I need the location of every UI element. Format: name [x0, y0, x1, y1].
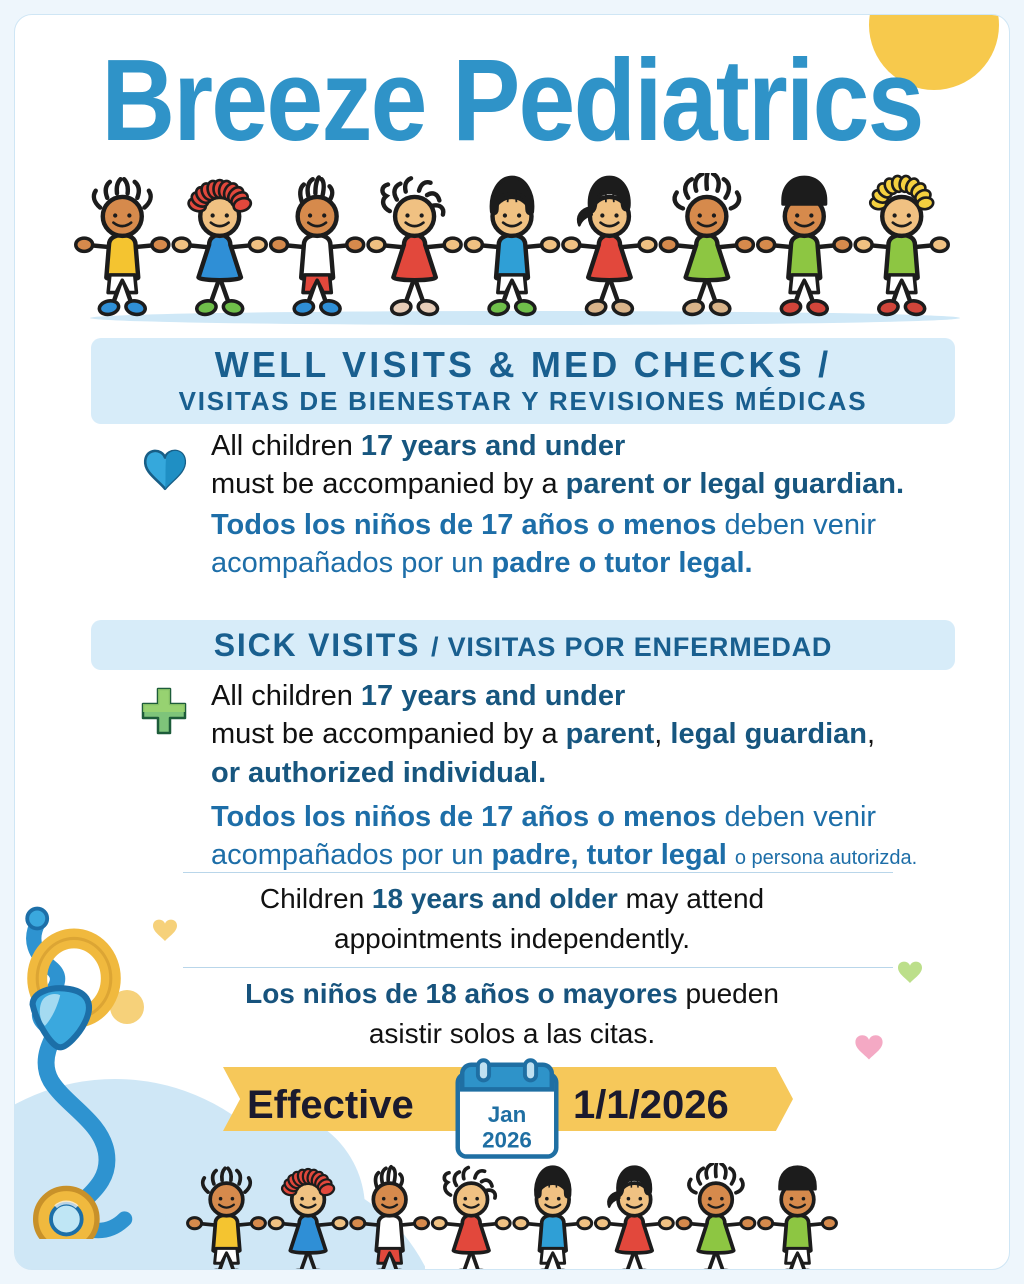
svg-text:2026: 2026: [482, 1128, 532, 1153]
svg-text:Jan: Jan: [488, 1102, 527, 1127]
